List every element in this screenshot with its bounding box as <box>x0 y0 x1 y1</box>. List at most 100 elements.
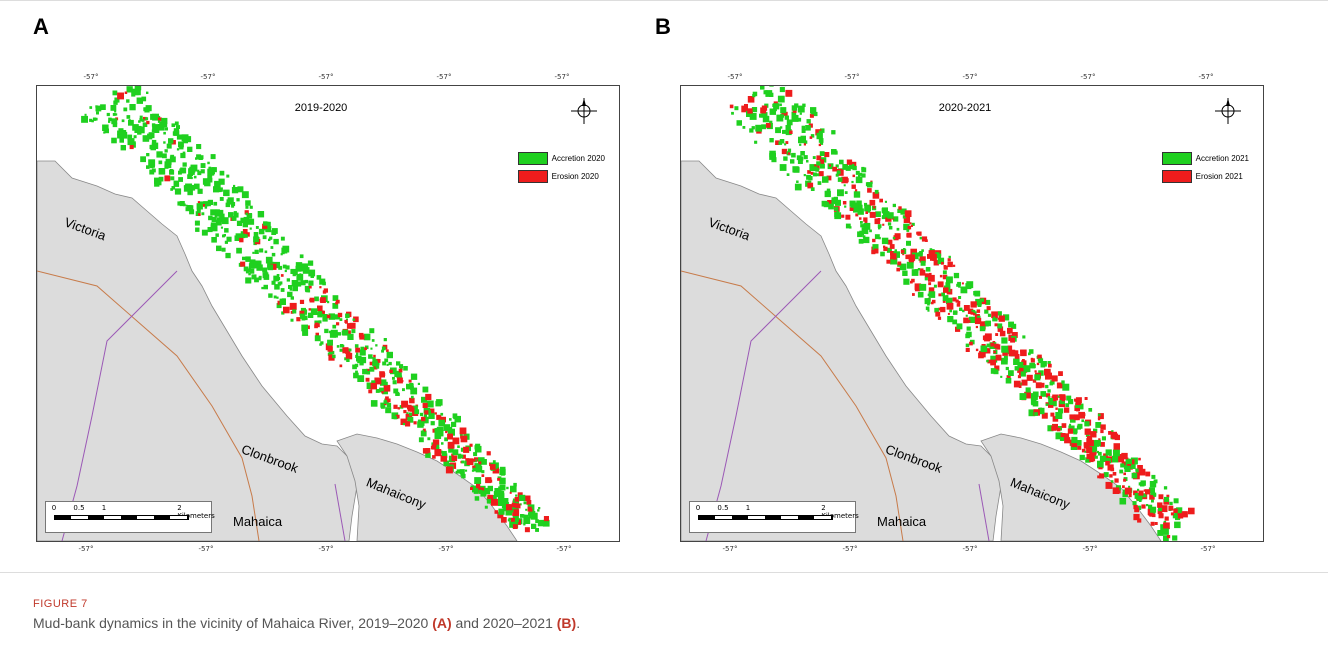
erosion-patch <box>1099 473 1105 479</box>
tick-label: -57° <box>1080 73 1096 81</box>
erosion-patch <box>1084 397 1088 400</box>
accretion-patch <box>1076 425 1081 430</box>
erosion-patch <box>1168 505 1174 511</box>
accretion-patch <box>301 309 308 315</box>
accretion-patch <box>1028 349 1034 354</box>
accretion-patch <box>776 114 784 122</box>
accretion-patch <box>219 197 224 201</box>
accretion-patch <box>512 515 519 523</box>
erosion-patch <box>985 348 991 354</box>
erosion-patch <box>1137 465 1143 471</box>
accretion-patch <box>96 111 99 115</box>
erosion-patch <box>994 323 998 327</box>
accretion-patch <box>333 333 338 338</box>
erosion-patch <box>389 369 393 374</box>
accretion-patch <box>158 160 163 165</box>
erosion-patch <box>883 246 888 251</box>
erosion-patch <box>1133 504 1138 510</box>
accretion-patch <box>317 314 320 317</box>
erosion-patch <box>844 178 849 183</box>
accretion-patch <box>236 247 242 254</box>
erosion-patch <box>434 412 437 415</box>
accretion-patch <box>952 319 958 325</box>
scale-line <box>54 515 189 520</box>
accretion-patch <box>769 108 776 115</box>
erosion-patch <box>781 148 788 155</box>
accretion-patch <box>279 281 283 285</box>
accretion-patch <box>736 120 742 126</box>
accretion-patch <box>1047 389 1051 393</box>
accretion-patch <box>152 124 159 131</box>
accretion-patch <box>962 309 965 313</box>
accretion-patch <box>525 508 528 511</box>
accretion-patch <box>844 191 848 194</box>
accretion-patch <box>146 153 150 157</box>
accretion-patch <box>346 358 350 362</box>
accretion-patch <box>273 261 280 269</box>
erosion-patch <box>872 192 880 199</box>
accretion-patch <box>356 352 359 355</box>
accretion-patch <box>426 400 434 408</box>
accretion-patch <box>899 263 907 271</box>
erosion-patch <box>315 332 319 337</box>
accretion-patch <box>336 314 340 318</box>
erosion-patch <box>867 188 872 193</box>
accretion-patch <box>856 204 863 211</box>
accretion-patch <box>265 226 272 233</box>
erosion-patch <box>395 414 400 419</box>
place-mahaica: Mahaica <box>877 514 927 529</box>
erosion-patch <box>146 120 150 125</box>
erosion-patch <box>1010 337 1015 343</box>
accretion-patch <box>366 371 371 375</box>
accretion-patch <box>196 144 202 150</box>
accretion-patch <box>95 105 98 108</box>
accretion-patch <box>253 232 259 237</box>
accretion-patch <box>818 130 823 135</box>
accretion-patch <box>806 160 809 163</box>
accretion-patch <box>112 122 118 128</box>
accretion-patch <box>435 400 441 407</box>
erosion-patch <box>328 354 335 361</box>
accretion-patch <box>176 148 180 151</box>
accretion-patch <box>254 277 259 283</box>
accretion-patch <box>185 207 190 212</box>
panel-a-map-canvas <box>37 86 550 541</box>
erosion-patch <box>432 439 440 446</box>
accretion-patch <box>1005 377 1012 384</box>
accretion-patch <box>138 120 141 123</box>
accretion-patch <box>271 252 276 257</box>
erosion-patch <box>1123 478 1127 482</box>
accretion-patch <box>444 437 448 442</box>
erosion-patch <box>775 140 780 145</box>
accretion-patch <box>323 314 328 319</box>
erosion-patch <box>841 176 848 184</box>
legend-swatch <box>517 152 548 165</box>
erosion-patch <box>463 446 470 453</box>
accretion-patch <box>372 360 378 367</box>
erosion-patch <box>808 123 813 128</box>
accretion-patch <box>535 528 539 532</box>
accretion-patch <box>426 410 431 415</box>
accretion-patch <box>484 505 488 509</box>
scale-line <box>698 515 833 520</box>
erosion-patch <box>1083 442 1090 449</box>
erosion-patch <box>1113 443 1120 450</box>
accretion-patch <box>417 382 420 385</box>
erosion-patch <box>524 527 530 533</box>
accretion-patch <box>761 124 767 130</box>
accretion-patch <box>399 375 403 379</box>
accretion-patch <box>139 118 143 122</box>
erosion-patch <box>1067 428 1074 434</box>
accretion-patch <box>425 452 431 458</box>
erosion-patch <box>440 416 446 423</box>
accretion-patch <box>223 234 226 237</box>
accretion-patch <box>874 189 879 194</box>
erosion-patch <box>815 129 822 136</box>
erosion-patch <box>543 516 549 522</box>
accretion-patch <box>802 103 806 107</box>
accretion-patch <box>1135 468 1139 472</box>
accretion-patch <box>1164 496 1169 502</box>
accretion-patch <box>195 157 198 160</box>
accretion-patch <box>307 289 311 293</box>
accretion-patch <box>348 348 352 352</box>
